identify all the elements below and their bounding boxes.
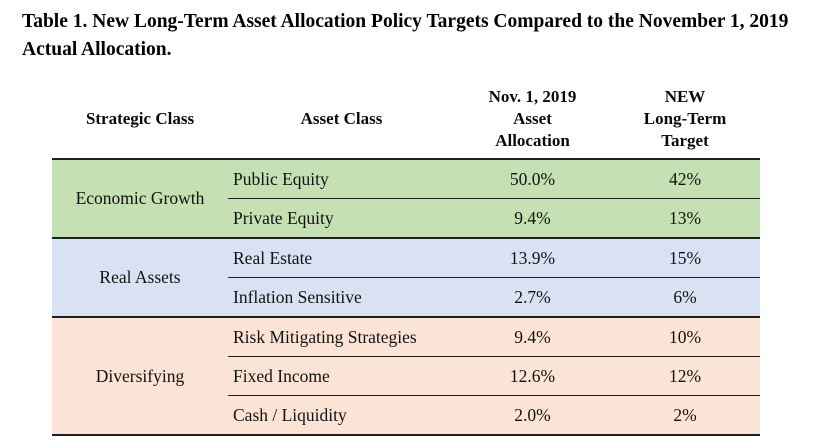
table-row: Economic Growth Public Equity 50.0% 42% bbox=[52, 159, 760, 238]
col-header-strategic-class: Strategic Class bbox=[52, 80, 228, 160]
allocation-cell: 9.4% bbox=[455, 198, 610, 238]
table-header: Strategic Class Asset Class Nov. 1, 2019… bbox=[52, 80, 760, 160]
table-row: Fixed Income 12.6% 12% bbox=[52, 356, 760, 396]
col-header-asset-class: Asset Class bbox=[228, 80, 455, 160]
target-cell: 42% bbox=[610, 159, 760, 199]
target-cell: 12% bbox=[610, 356, 760, 396]
strategic-class-cell-diversifying: Diversifying bbox=[52, 316, 228, 435]
col-header-new-long-term-target: NEW Long-Term Target bbox=[610, 80, 760, 160]
asset-class-cell: Inflation Sensitive bbox=[228, 277, 455, 317]
target-cell: 13% bbox=[610, 198, 760, 238]
asset-class-cell: Private Equity bbox=[228, 198, 455, 238]
asset-class-cell: Risk Mitigating Strategies bbox=[228, 316, 455, 357]
target-cell: 10% bbox=[610, 316, 760, 357]
col-header-nov-2019-allocation: Nov. 1, 2019 Asset Allocation bbox=[455, 80, 610, 160]
allocation-table: Strategic Class Asset Class Nov. 1, 2019… bbox=[52, 80, 760, 436]
strategic-class-cell-economic-growth: Economic Growth bbox=[52, 159, 228, 238]
allocation-cell: 50.0% bbox=[455, 159, 610, 199]
table-row: Private Equity 9.4% 13% bbox=[52, 198, 760, 238]
allocation-cell: 13.9% bbox=[455, 237, 610, 278]
target-cell: 6% bbox=[610, 277, 760, 317]
table-row: Cash / Liquidity 2.0% 2% bbox=[52, 395, 760, 435]
strategic-class-cell-real-assets: Real Assets bbox=[52, 237, 228, 317]
asset-class-cell: Cash / Liquidity bbox=[228, 395, 455, 435]
asset-class-cell: Real Estate bbox=[228, 237, 455, 278]
page-title-line-2: Actual Allocation. bbox=[22, 39, 172, 60]
asset-class-cell: Public Equity bbox=[228, 159, 455, 199]
asset-class-cell: Fixed Income bbox=[228, 356, 455, 396]
target-cell: 15% bbox=[610, 237, 760, 278]
table-row: Real Assets Real Estate 13.9% 15% bbox=[52, 237, 760, 317]
allocation-cell: 9.4% bbox=[455, 316, 610, 357]
page-title: Table 1. New Long-Term Asset Allocation … bbox=[22, 8, 822, 64]
header-row: Strategic Class Asset Class Nov. 1, 2019… bbox=[52, 80, 760, 160]
allocation-cell: 12.6% bbox=[455, 356, 610, 396]
target-cell: 2% bbox=[610, 395, 760, 435]
allocation-cell: 2.0% bbox=[455, 395, 610, 435]
table-row: Inflation Sensitive 2.7% 6% bbox=[52, 277, 760, 317]
page-title-line-1: Table 1. New Long-Term Asset Allocation … bbox=[22, 11, 789, 32]
table-row: Diversifying Risk Mitigating Strategies … bbox=[52, 316, 760, 435]
allocation-cell: 2.7% bbox=[455, 277, 610, 317]
